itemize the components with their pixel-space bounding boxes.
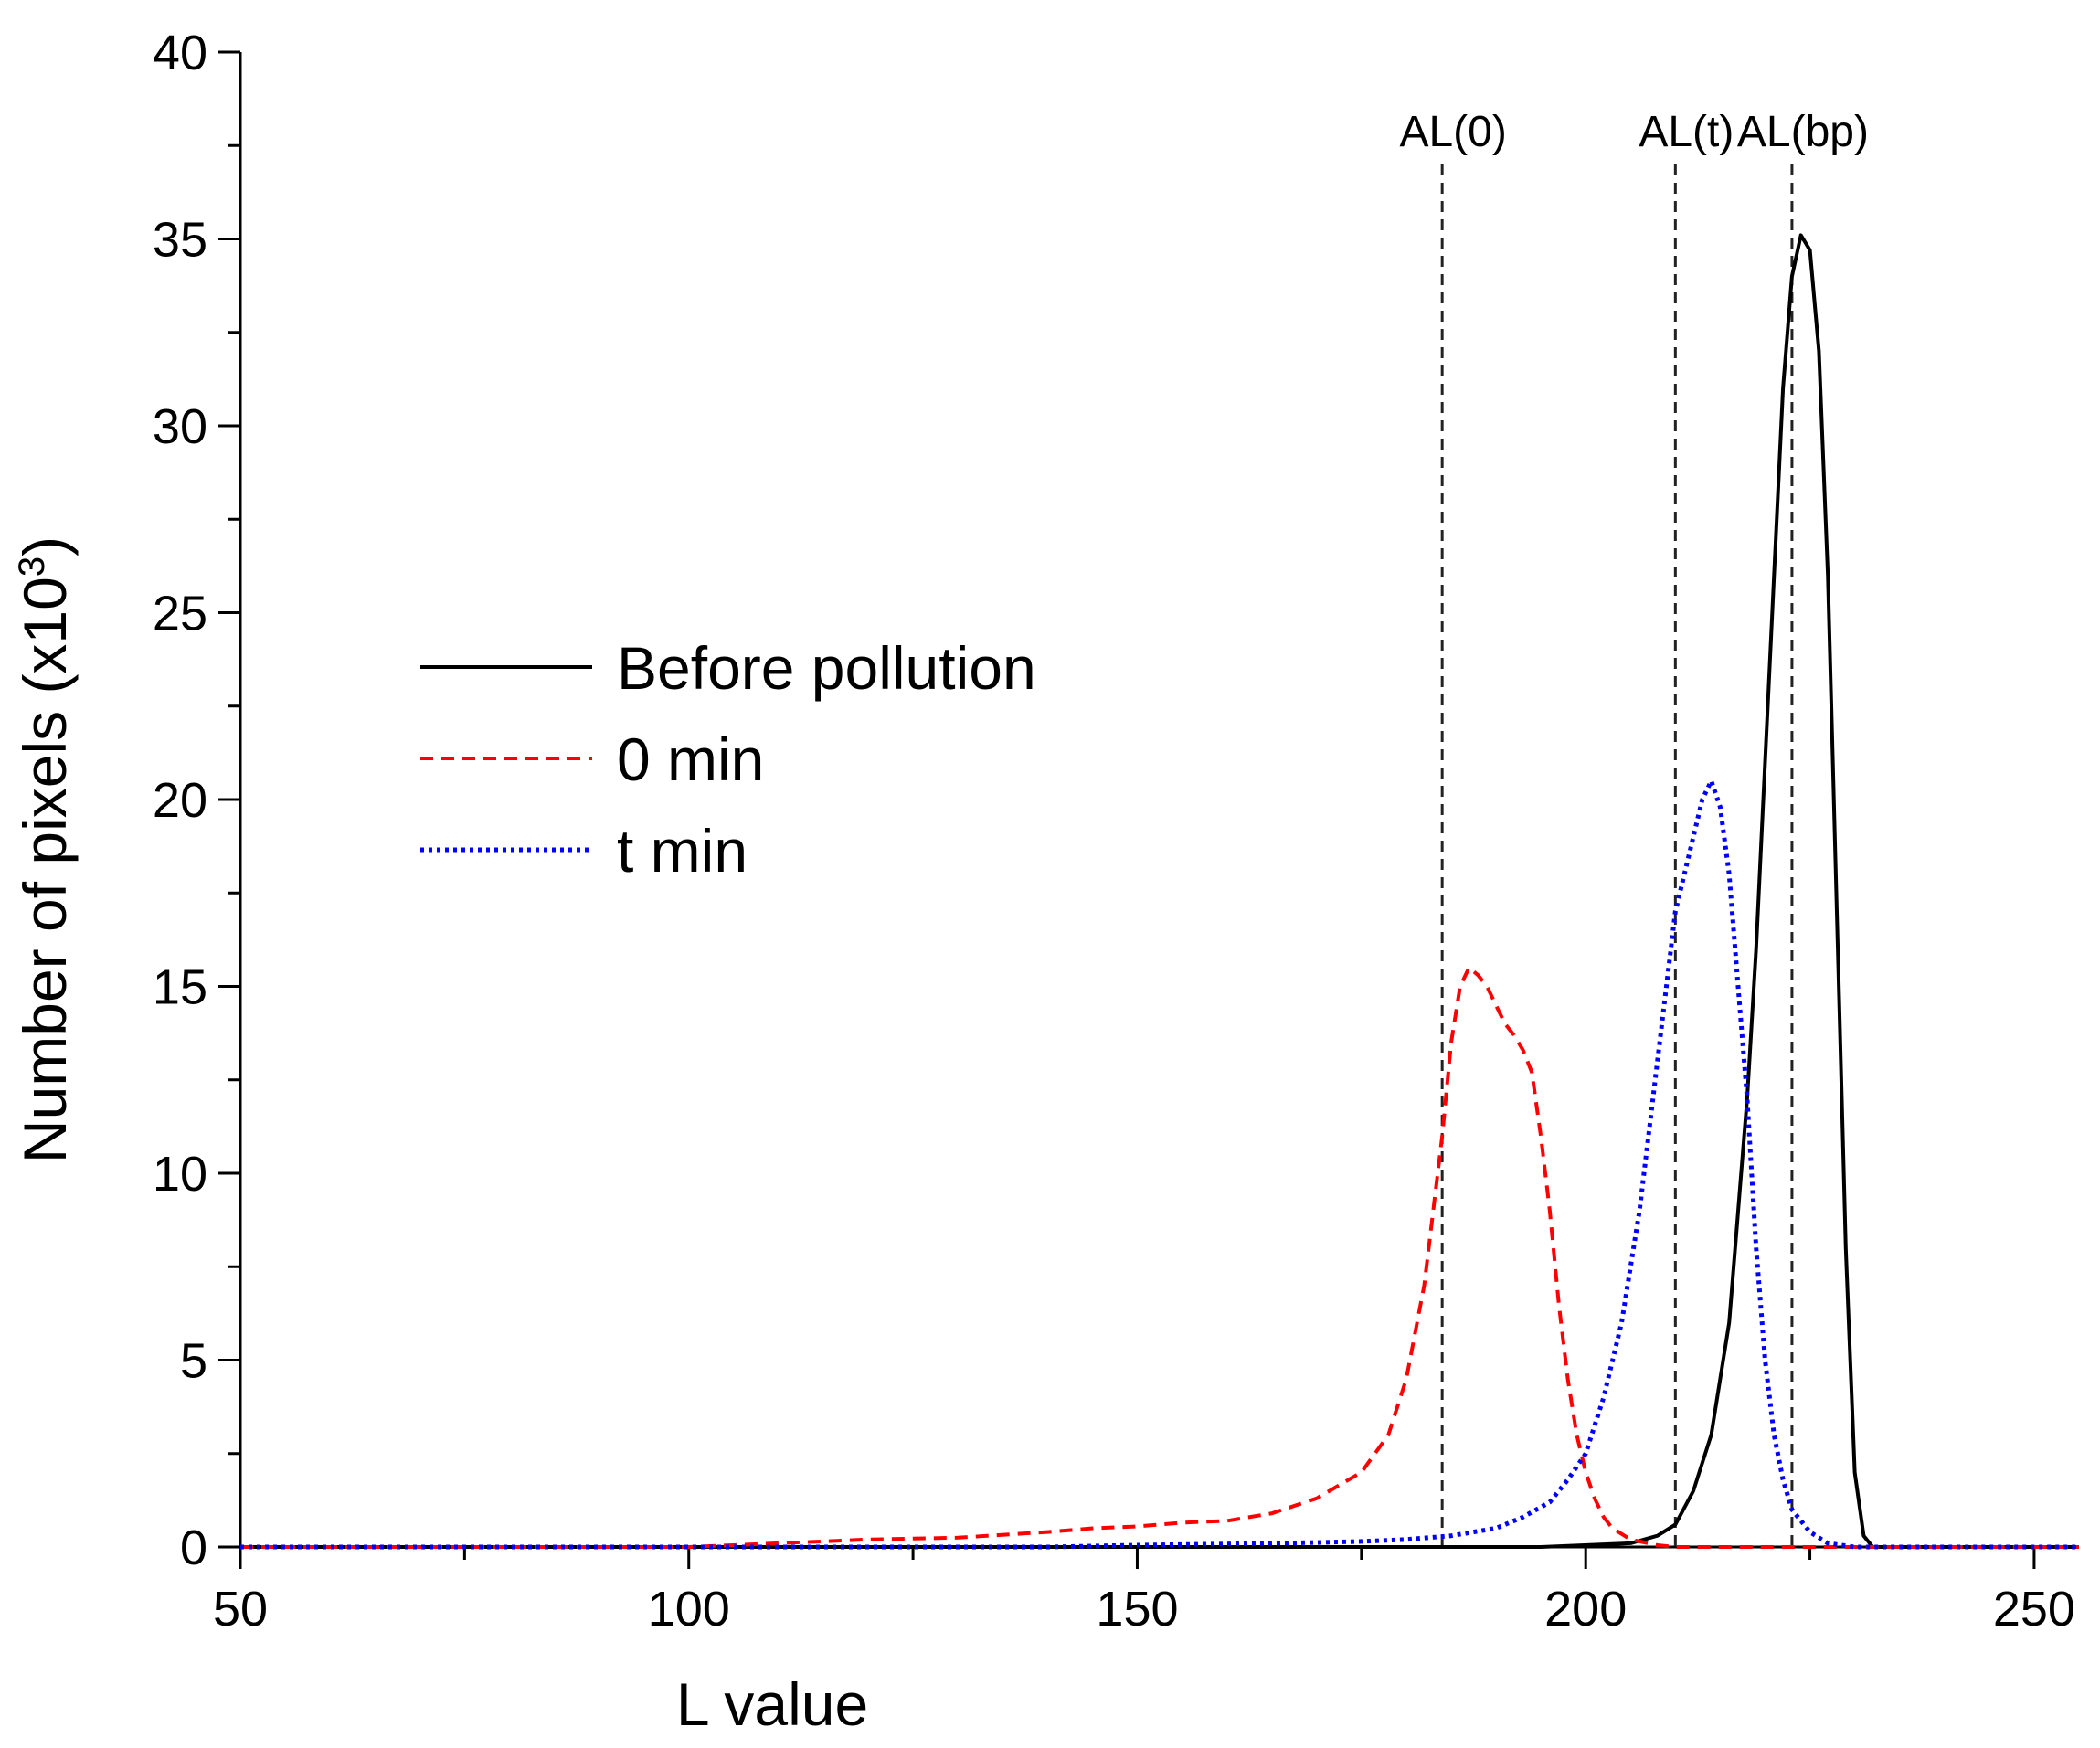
y-axis-title: Number of pixels (x103) xyxy=(11,536,79,1163)
y-tick-label-5: 5 xyxy=(180,1334,207,1389)
legend-label-2: t min xyxy=(617,817,748,885)
x-tick-label-50: 50 xyxy=(213,1582,268,1637)
y-tick-label-35: 35 xyxy=(153,213,207,268)
y-tick-label-20: 20 xyxy=(153,773,207,828)
x-ticks: 50 100 150 200 250 xyxy=(213,1547,2075,1637)
y-tick-label-40: 40 xyxy=(153,26,207,80)
ref-label-al-t: AL(t) xyxy=(1639,108,1734,156)
y-axis-title-superscript: 3 xyxy=(12,556,52,577)
ref-label-al-bp: AL(bp) xyxy=(1737,108,1869,156)
series-line-2 xyxy=(240,779,2079,1550)
y-tick-label-25: 25 xyxy=(153,587,207,641)
ref-label-al-0: AL(0) xyxy=(1399,108,1506,156)
x-axis-title: L value xyxy=(676,1670,868,1738)
series-line-1 xyxy=(240,966,2079,1549)
reference-lines: AL(0) AL(t) AL(bp) xyxy=(1399,108,1869,1547)
y-axis-title-close: ) xyxy=(11,536,79,556)
series-lines xyxy=(240,233,2079,1550)
x-tick-label-150: 150 xyxy=(1096,1582,1178,1637)
series-line-0 xyxy=(240,233,2079,1549)
y-tick-label-0: 0 xyxy=(180,1520,207,1575)
axes xyxy=(222,50,2079,1549)
legend-label-1: 0 min xyxy=(617,726,764,793)
y-axis-title-main: Number of pixels (x10 xyxy=(11,577,79,1163)
x-tick-label-200: 200 xyxy=(1544,1582,1627,1637)
legend: Before pollution 0 min t min xyxy=(420,634,1036,885)
y-tick-label-10: 10 xyxy=(153,1147,207,1202)
x-tick-label-250: 250 xyxy=(1993,1582,2075,1637)
y-tick-label-30: 30 xyxy=(153,399,207,454)
legend-label-0: Before pollution xyxy=(617,634,1036,702)
y-ticks: 0 5 10 15 20 25 30 35 40 xyxy=(153,26,240,1575)
x-tick-label-100: 100 xyxy=(648,1582,730,1637)
y-tick-label-15: 15 xyxy=(153,960,207,1015)
